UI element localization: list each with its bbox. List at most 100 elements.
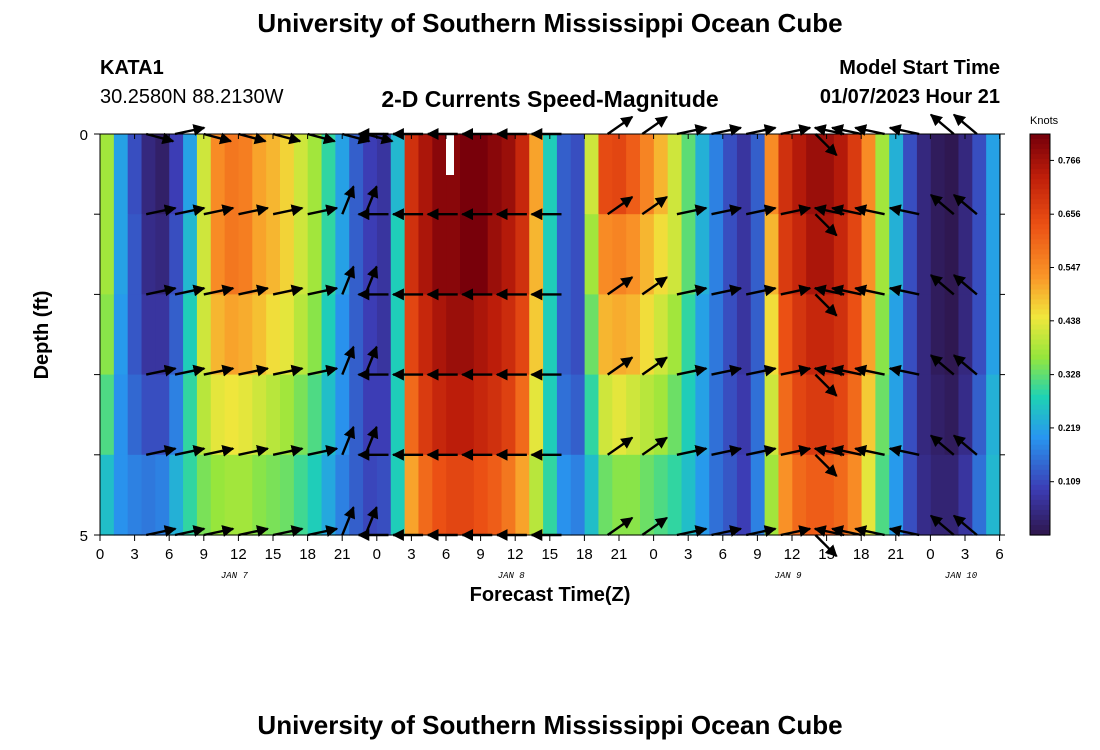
heatmap-cell	[155, 214, 170, 295]
current-vector-arrow	[307, 132, 336, 145]
colorbar-swatch	[1030, 309, 1050, 316]
heatmap-cell	[543, 134, 558, 215]
heatmap-cell	[307, 134, 323, 215]
heatmap-cell	[293, 294, 309, 376]
current-vector-arrow	[888, 525, 920, 537]
heatmap-cell	[764, 294, 780, 376]
heatmap-cell	[252, 134, 267, 215]
x-tick-label: 3	[684, 546, 692, 563]
heatmap-cell	[141, 294, 156, 376]
model-start-value: 01/07/2023 Hour 21	[819, 86, 1000, 108]
heatmap-cell	[640, 134, 655, 215]
heatmap-cell	[958, 374, 973, 456]
colorbar-swatch	[1030, 164, 1050, 170]
heatmap-cell	[252, 294, 267, 376]
heatmap-cell	[681, 454, 696, 536]
heatmap-cell	[695, 454, 710, 536]
heatmap-cell	[626, 294, 641, 376]
colorbar-swatch	[1030, 264, 1050, 270]
heatmap-cell	[903, 374, 918, 456]
heatmap-cell	[584, 214, 600, 295]
chart-subtitle: 2-D Currents Speed-Magnitude	[381, 86, 719, 112]
current-vector-arrow	[203, 284, 235, 297]
heatmap-cell	[113, 374, 129, 456]
heatmap-cell	[847, 294, 863, 376]
y-axis-ticks: 05	[80, 127, 1005, 545]
colorbar-swatch	[1030, 429, 1050, 436]
heatmap-cell	[903, 134, 918, 215]
heatmap-cell	[681, 294, 696, 376]
heatmap-cell	[141, 134, 156, 215]
heatmap-cell	[501, 294, 516, 376]
heatmap-cell	[196, 454, 212, 536]
heatmap-cell	[986, 214, 1001, 295]
current-vector-arrow	[641, 516, 668, 536]
colorbar-swatch	[1030, 219, 1050, 225]
heatmap-cell	[529, 454, 544, 536]
heatmap-cell	[792, 134, 807, 215]
current-vector-arrow	[745, 444, 777, 457]
current-vector-arrow	[174, 364, 206, 377]
day-label: JAN 10	[945, 571, 978, 581]
x-tick-label: 0	[926, 546, 934, 563]
x-tick-label: 18	[299, 546, 316, 563]
colorbar-swatch	[1030, 289, 1050, 295]
current-vector-arrow	[814, 453, 838, 477]
current-vector-arrow	[272, 525, 304, 537]
current-vector-arrow	[952, 193, 978, 216]
current-vector-arrow	[238, 132, 267, 145]
heatmap-cell	[972, 214, 987, 295]
colorbar-frame	[1029, 133, 1051, 536]
heatmap-cell	[210, 294, 226, 376]
heatmap-cell	[280, 294, 295, 376]
colorbar-swatch	[1030, 254, 1050, 260]
heatmap-cell	[806, 134, 821, 215]
heatmap-cell	[404, 214, 420, 295]
heatmap-cell	[709, 454, 724, 536]
current-vector-arrow	[641, 436, 668, 456]
colorbar-swatch	[1030, 269, 1050, 275]
x-tick-label: 9	[200, 546, 208, 563]
current-vector-arrow	[307, 284, 339, 297]
heatmap-cell	[584, 454, 600, 536]
footer-title: University of Southern Mississippi Ocean…	[257, 710, 843, 740]
colorbar-swatch	[1030, 419, 1050, 426]
current-vector-arrow	[711, 284, 743, 297]
heatmap-cell	[307, 214, 323, 295]
heatmap-cell	[570, 454, 586, 536]
heatmap-cell	[584, 294, 600, 376]
heatmap-cell	[155, 454, 170, 536]
current-vector-arrow	[145, 364, 177, 377]
heatmap-cell	[695, 374, 710, 456]
heatmap-cell	[460, 134, 475, 215]
heatmap-cell	[667, 454, 683, 536]
current-vector-arrow	[145, 444, 177, 457]
current-vector-arrow	[952, 514, 978, 536]
heatmap-cell	[473, 214, 489, 295]
colorbar-swatch	[1030, 149, 1050, 155]
heatmap-cell	[764, 214, 780, 295]
colorbar-swatch	[1030, 519, 1050, 526]
heatmap-cell	[681, 214, 696, 295]
current-vector-arrow	[711, 444, 743, 457]
heatmap-cell	[432, 294, 447, 376]
current-vector-arrow	[780, 525, 812, 537]
heatmap-cell	[529, 214, 544, 295]
colorbar-swatch	[1030, 504, 1050, 511]
heatmap-cell	[750, 374, 766, 456]
heatmap-cell	[709, 294, 724, 376]
colorbar-swatch	[1030, 454, 1050, 461]
heatmap-cell	[736, 294, 752, 376]
current-vector-arrow	[272, 444, 304, 457]
heatmap-cell	[778, 134, 793, 215]
colorbar-swatch	[1030, 159, 1050, 165]
current-vector-arrow	[307, 444, 339, 457]
current-vector-arrow	[814, 373, 838, 397]
current-vector-arrow	[145, 132, 175, 145]
x-tick-label: 18	[576, 546, 593, 563]
heatmap-cell	[570, 294, 586, 376]
heatmap-cell	[543, 374, 558, 456]
colorbar-swatch	[1030, 374, 1050, 381]
heatmap-cell	[930, 294, 946, 376]
colorbar-swatch	[1030, 174, 1050, 180]
